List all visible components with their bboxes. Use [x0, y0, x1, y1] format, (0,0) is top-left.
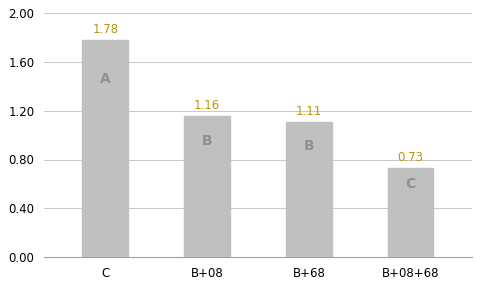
Text: 1.11: 1.11: [296, 105, 322, 118]
Bar: [286, 122, 332, 257]
Text: B: B: [202, 134, 212, 148]
Text: B: B: [303, 139, 314, 153]
Bar: [184, 116, 230, 257]
Text: 1.16: 1.16: [194, 99, 220, 112]
Bar: [83, 40, 128, 257]
Text: 1.78: 1.78: [92, 24, 118, 37]
Text: A: A: [100, 72, 110, 86]
Bar: [388, 168, 433, 257]
Text: C: C: [406, 177, 416, 191]
Text: 0.73: 0.73: [397, 151, 423, 164]
